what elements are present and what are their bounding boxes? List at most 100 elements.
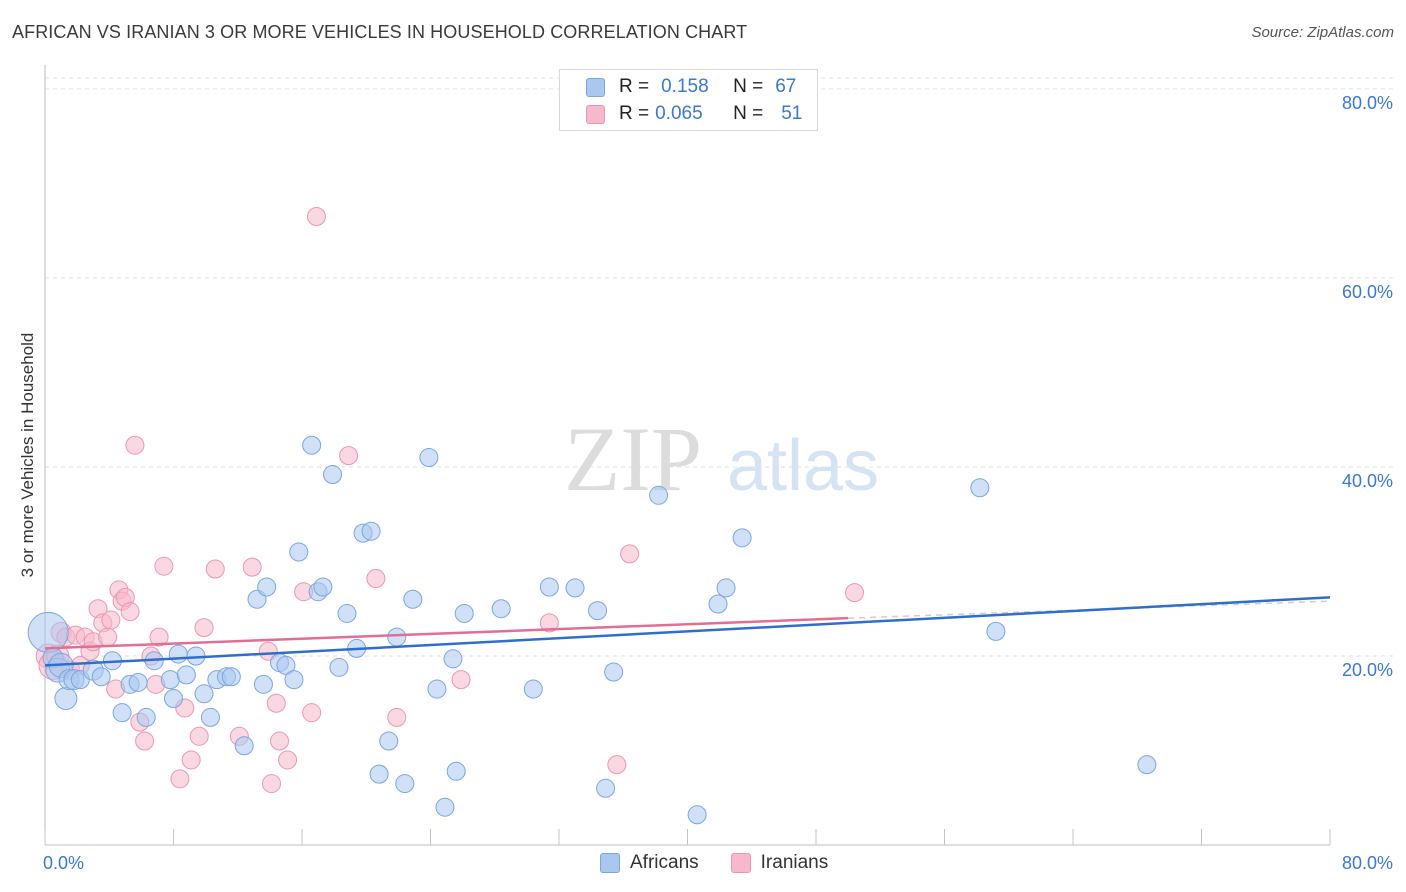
africans-point: [302, 435, 322, 455]
africans-point: [649, 485, 669, 505]
africans-point: [379, 731, 399, 751]
africans-point: [54, 687, 78, 711]
africans-point: [596, 778, 616, 798]
x-tick-label: 80.0%: [1342, 853, 1393, 873]
africans-point: [337, 603, 357, 623]
africans-point: [289, 542, 309, 562]
iranians-point: [154, 556, 174, 576]
africans-point: [284, 670, 304, 690]
africans-point: [257, 577, 277, 597]
africans-point: [323, 465, 343, 485]
africans-swatch: [586, 77, 605, 97]
africans-legend-swatch: [600, 853, 620, 873]
iranians-legend-swatch: [730, 853, 751, 873]
africans-point: [403, 589, 423, 609]
watermark-zip: ZIP: [564, 408, 702, 510]
africans-point: [91, 667, 111, 687]
y-tick-label: 60.0%: [1342, 282, 1393, 302]
iranians-point: [98, 627, 118, 647]
iranians-point: [120, 602, 140, 622]
iranians-point: [270, 731, 290, 751]
africans-point: [276, 655, 296, 675]
series-legend: Africans Iranians: [600, 852, 860, 874]
iranians-point: [387, 707, 407, 727]
iranians-r-label: R =: [619, 103, 650, 124]
africans-point: [986, 621, 1006, 641]
iranians-point: [170, 769, 190, 789]
iranians-point: [242, 557, 262, 577]
africans-point: [970, 478, 990, 498]
africans-point: [136, 707, 156, 727]
iranians-trend-line: [44, 616, 849, 650]
iranians-point: [302, 703, 322, 723]
iranians-point: [451, 670, 471, 690]
iranians-point: [135, 731, 155, 751]
africans-point: [443, 649, 463, 669]
iranians-swatch: [586, 104, 605, 124]
africans-trend-line: [44, 596, 1331, 667]
africans-point: [1137, 755, 1157, 775]
africans-point: [454, 603, 474, 623]
africans-legend-label: Africans: [630, 852, 699, 873]
iranians-point: [539, 613, 559, 633]
africans-r-value: 0.158: [661, 76, 709, 97]
africans-point: [176, 665, 196, 685]
iranians-point: [258, 641, 278, 661]
chart-title: AFRICAN VS IRANIAN 3 OR MORE VEHICLES IN…: [12, 22, 748, 42]
africans-point: [687, 805, 707, 825]
y-tick-label: 80.0%: [1342, 93, 1393, 113]
africans-point: [194, 684, 214, 704]
africans-point: [708, 594, 728, 614]
iranians-point: [189, 726, 209, 746]
africans-points: [27, 435, 1157, 825]
trend-lines: [44, 596, 1331, 667]
africans-point: [539, 577, 559, 597]
iranians-point: [261, 774, 281, 794]
africans-point: [221, 667, 241, 687]
africans-point: [491, 599, 511, 619]
africans-point: [361, 521, 381, 541]
iranians-point: [194, 618, 214, 638]
iranians-n-value: 51: [781, 103, 803, 124]
iranians-point: [339, 446, 359, 466]
legend-row-africans: R = 0.158 N = 67: [586, 75, 796, 99]
iranians-trend-extension: [848, 600, 1331, 619]
iranians-point: [278, 750, 298, 770]
africans-point: [313, 577, 333, 597]
iranians-point: [306, 206, 326, 226]
iranians-point: [845, 583, 865, 603]
iranians-point: [181, 750, 201, 770]
africans-point: [565, 578, 585, 598]
watermark: ZIP atlas: [564, 408, 879, 510]
iranians-point: [101, 610, 121, 630]
africans-point: [369, 764, 389, 784]
africans-point: [200, 707, 220, 727]
legend-row-iranians: R = 0.065 N = 51: [586, 102, 802, 126]
iranians-point: [620, 544, 640, 564]
africans-point: [446, 761, 466, 781]
legend-item-africans[interactable]: Africans: [600, 852, 699, 874]
africans-n-label: N =: [733, 76, 764, 97]
x-tick-label: 0.0%: [43, 853, 84, 873]
africans-point: [588, 601, 608, 621]
iranians-r-value: 0.065: [655, 103, 703, 124]
axes: [44, 65, 1331, 846]
tick-labels: 20.0% 40.0% 60.0% 80.0% 0.0% 80.0%: [43, 93, 1393, 873]
stats-legend: R = 0.158 N = 67 R = 0.065 N = 51: [559, 69, 818, 131]
africans-point: [604, 662, 624, 682]
legend-item-iranians[interactable]: Iranians: [730, 852, 828, 874]
source-label: Source: ZipAtlas.com: [1251, 24, 1394, 41]
africans-point: [732, 528, 752, 548]
africans-point: [27, 611, 69, 653]
africans-point: [419, 448, 439, 467]
iranians-point: [125, 435, 145, 455]
africans-point: [168, 644, 188, 664]
africans-n-value: 67: [775, 76, 797, 97]
iranians-n-label: N =: [733, 103, 764, 124]
africans-point: [427, 679, 447, 699]
africans-point: [435, 797, 455, 817]
africans-point: [234, 736, 254, 756]
iranians-point: [366, 568, 386, 588]
africans-point: [112, 703, 132, 723]
